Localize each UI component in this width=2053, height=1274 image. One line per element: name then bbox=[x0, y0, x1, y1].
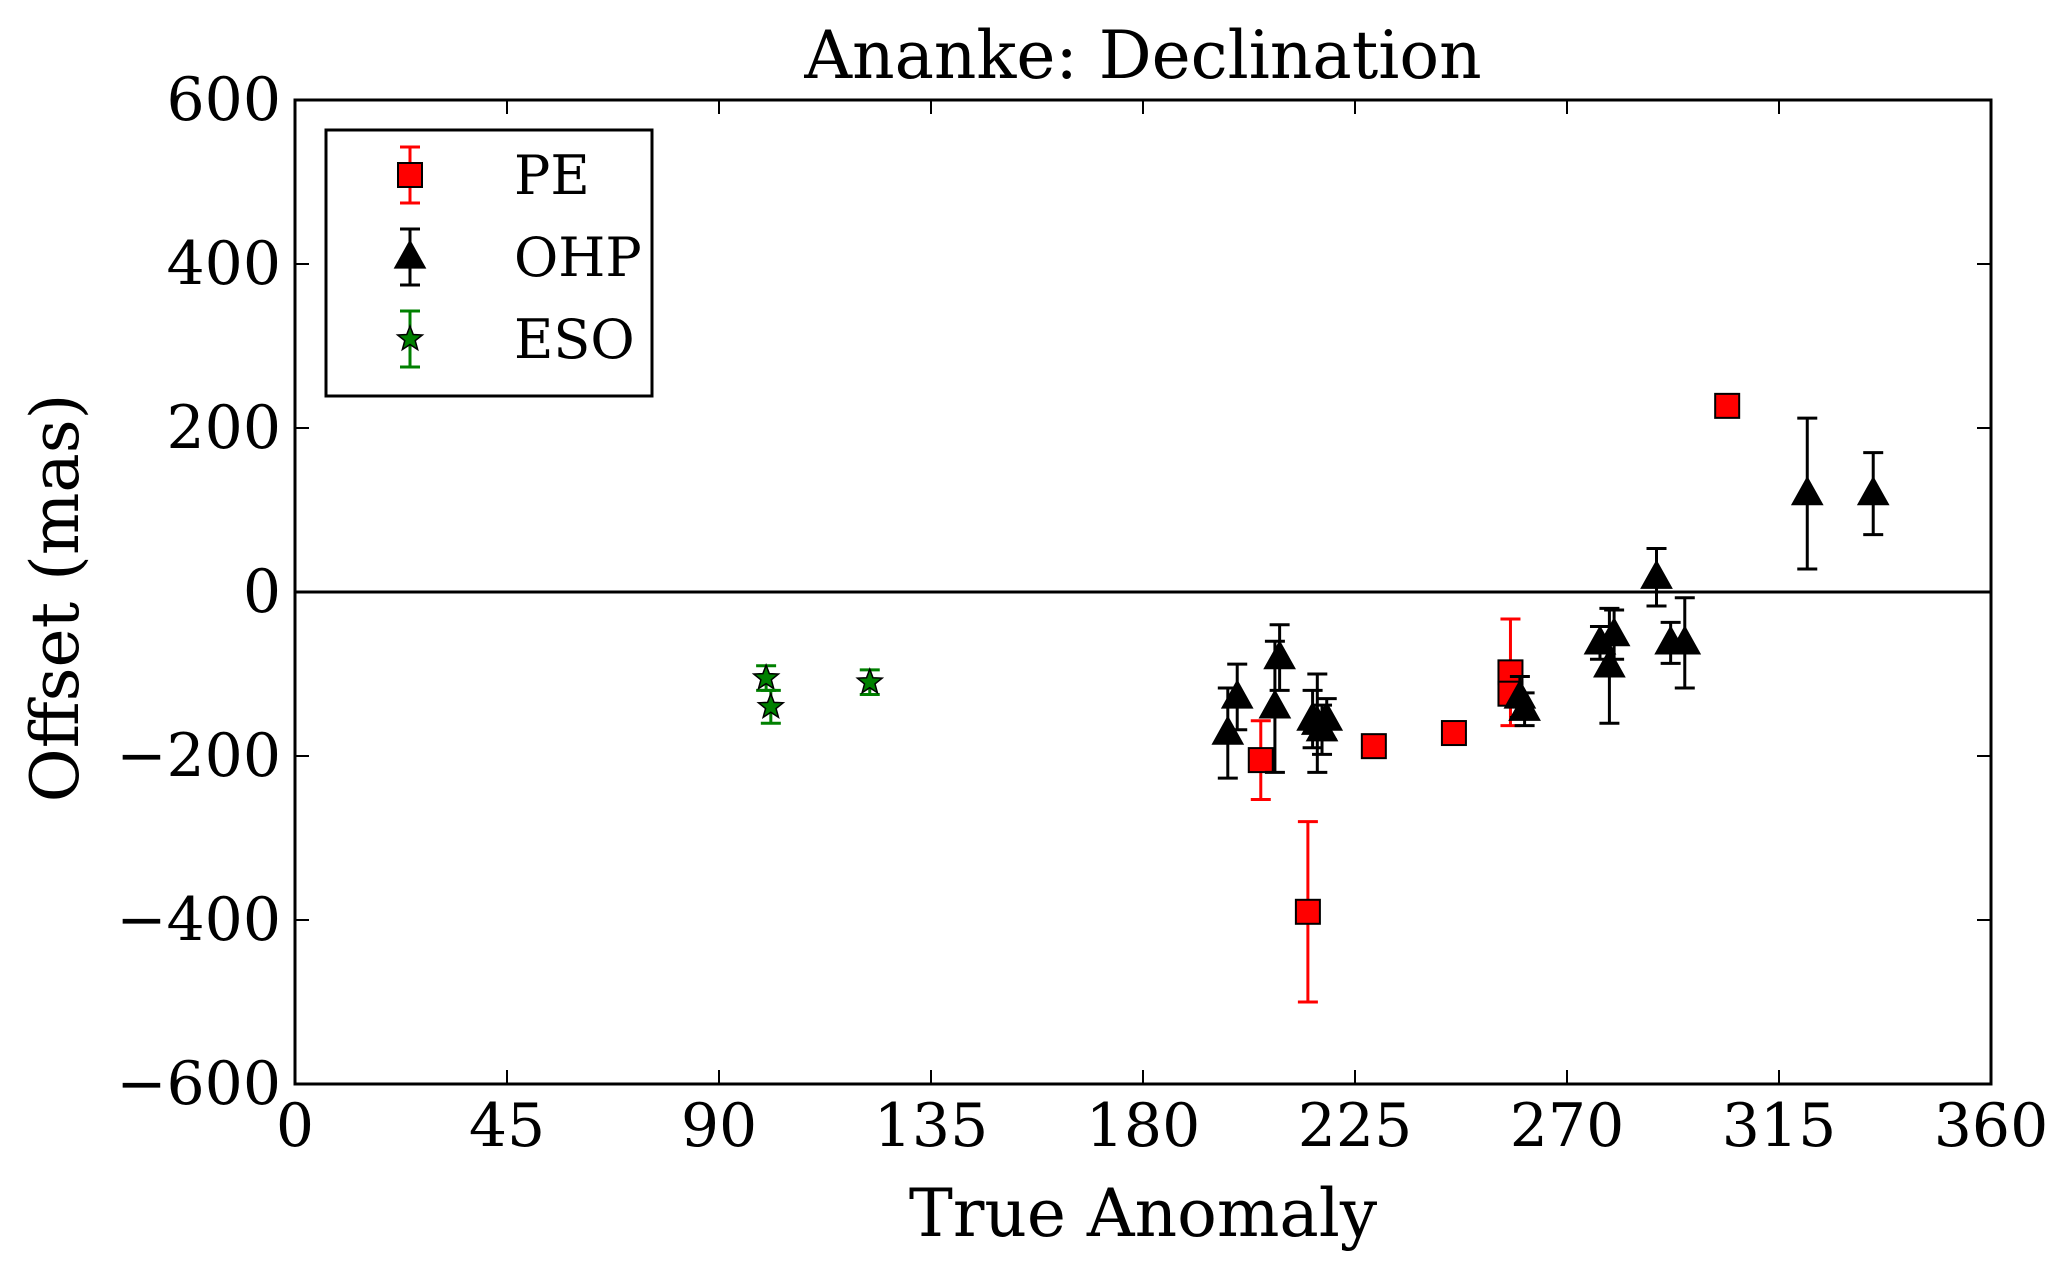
y-tick-label: −400 bbox=[116, 885, 281, 955]
y-tick-label: 400 bbox=[166, 229, 281, 299]
data-point bbox=[1668, 625, 1702, 655]
y-tick-label: −200 bbox=[116, 721, 281, 791]
legend-label: ESO bbox=[514, 308, 635, 371]
x-tick-label: 45 bbox=[469, 1091, 545, 1161]
y-tick-label: 600 bbox=[166, 65, 281, 135]
legend-box bbox=[324, 128, 654, 398]
x-tick-label: 270 bbox=[1510, 1091, 1625, 1161]
x-tick-label: 90 bbox=[681, 1091, 757, 1161]
data-point bbox=[1508, 691, 1541, 721]
data-point bbox=[751, 662, 781, 691]
series-eso bbox=[751, 662, 885, 725]
x-tick-label: 180 bbox=[1086, 1091, 1201, 1161]
legend-marker bbox=[397, 162, 423, 188]
x-tick-label: 360 bbox=[1934, 1091, 2049, 1161]
data-point bbox=[1220, 679, 1254, 709]
y-tick-label: −600 bbox=[116, 1049, 281, 1119]
data-point bbox=[1310, 701, 1344, 731]
data-point bbox=[1247, 747, 1274, 774]
legend-label: OHP bbox=[514, 226, 642, 289]
series-pe bbox=[1247, 392, 1741, 1004]
data-point bbox=[1856, 475, 1890, 506]
legend-entry-ohp: OHP bbox=[393, 226, 642, 289]
x-axis-label: True Anomaly bbox=[909, 1175, 1378, 1252]
data-point bbox=[1714, 392, 1741, 419]
data-point bbox=[1294, 898, 1321, 925]
legend-entry-eso: ESO bbox=[395, 308, 635, 371]
data-point bbox=[1790, 475, 1824, 506]
series-ohp bbox=[1211, 416, 1890, 780]
legend-marker bbox=[395, 323, 425, 352]
x-tick-label: 135 bbox=[874, 1091, 989, 1161]
legend-label: PE bbox=[514, 144, 590, 207]
x-tick-label: 315 bbox=[1722, 1091, 1837, 1161]
y-tick-label: 0 bbox=[243, 557, 281, 627]
data-point bbox=[1640, 559, 1673, 589]
data-point bbox=[756, 691, 786, 720]
plot-area: 0 45 90 135 180 225 270 315 360 −600 −400 −200 0 200 4… bbox=[116, 65, 2048, 1161]
data-point bbox=[1597, 616, 1631, 647]
legend-marker bbox=[393, 239, 427, 269]
data-point bbox=[1263, 639, 1296, 670]
legend-entry-pe: PE bbox=[397, 144, 590, 207]
data-point bbox=[1593, 648, 1626, 678]
data-point bbox=[1360, 733, 1387, 760]
legend: PE OHP ESO bbox=[324, 128, 654, 398]
data-point bbox=[1258, 689, 1292, 719]
data-point bbox=[855, 667, 885, 695]
y-tick-label: 200 bbox=[166, 393, 281, 463]
y-axis-label: Offset (mas) bbox=[17, 394, 94, 803]
x-tick-label: 225 bbox=[1298, 1091, 1413, 1161]
data-point bbox=[1440, 720, 1467, 747]
x-tick-label: 0 bbox=[276, 1091, 314, 1161]
chart-title: Ananke: Declination bbox=[803, 17, 1481, 94]
